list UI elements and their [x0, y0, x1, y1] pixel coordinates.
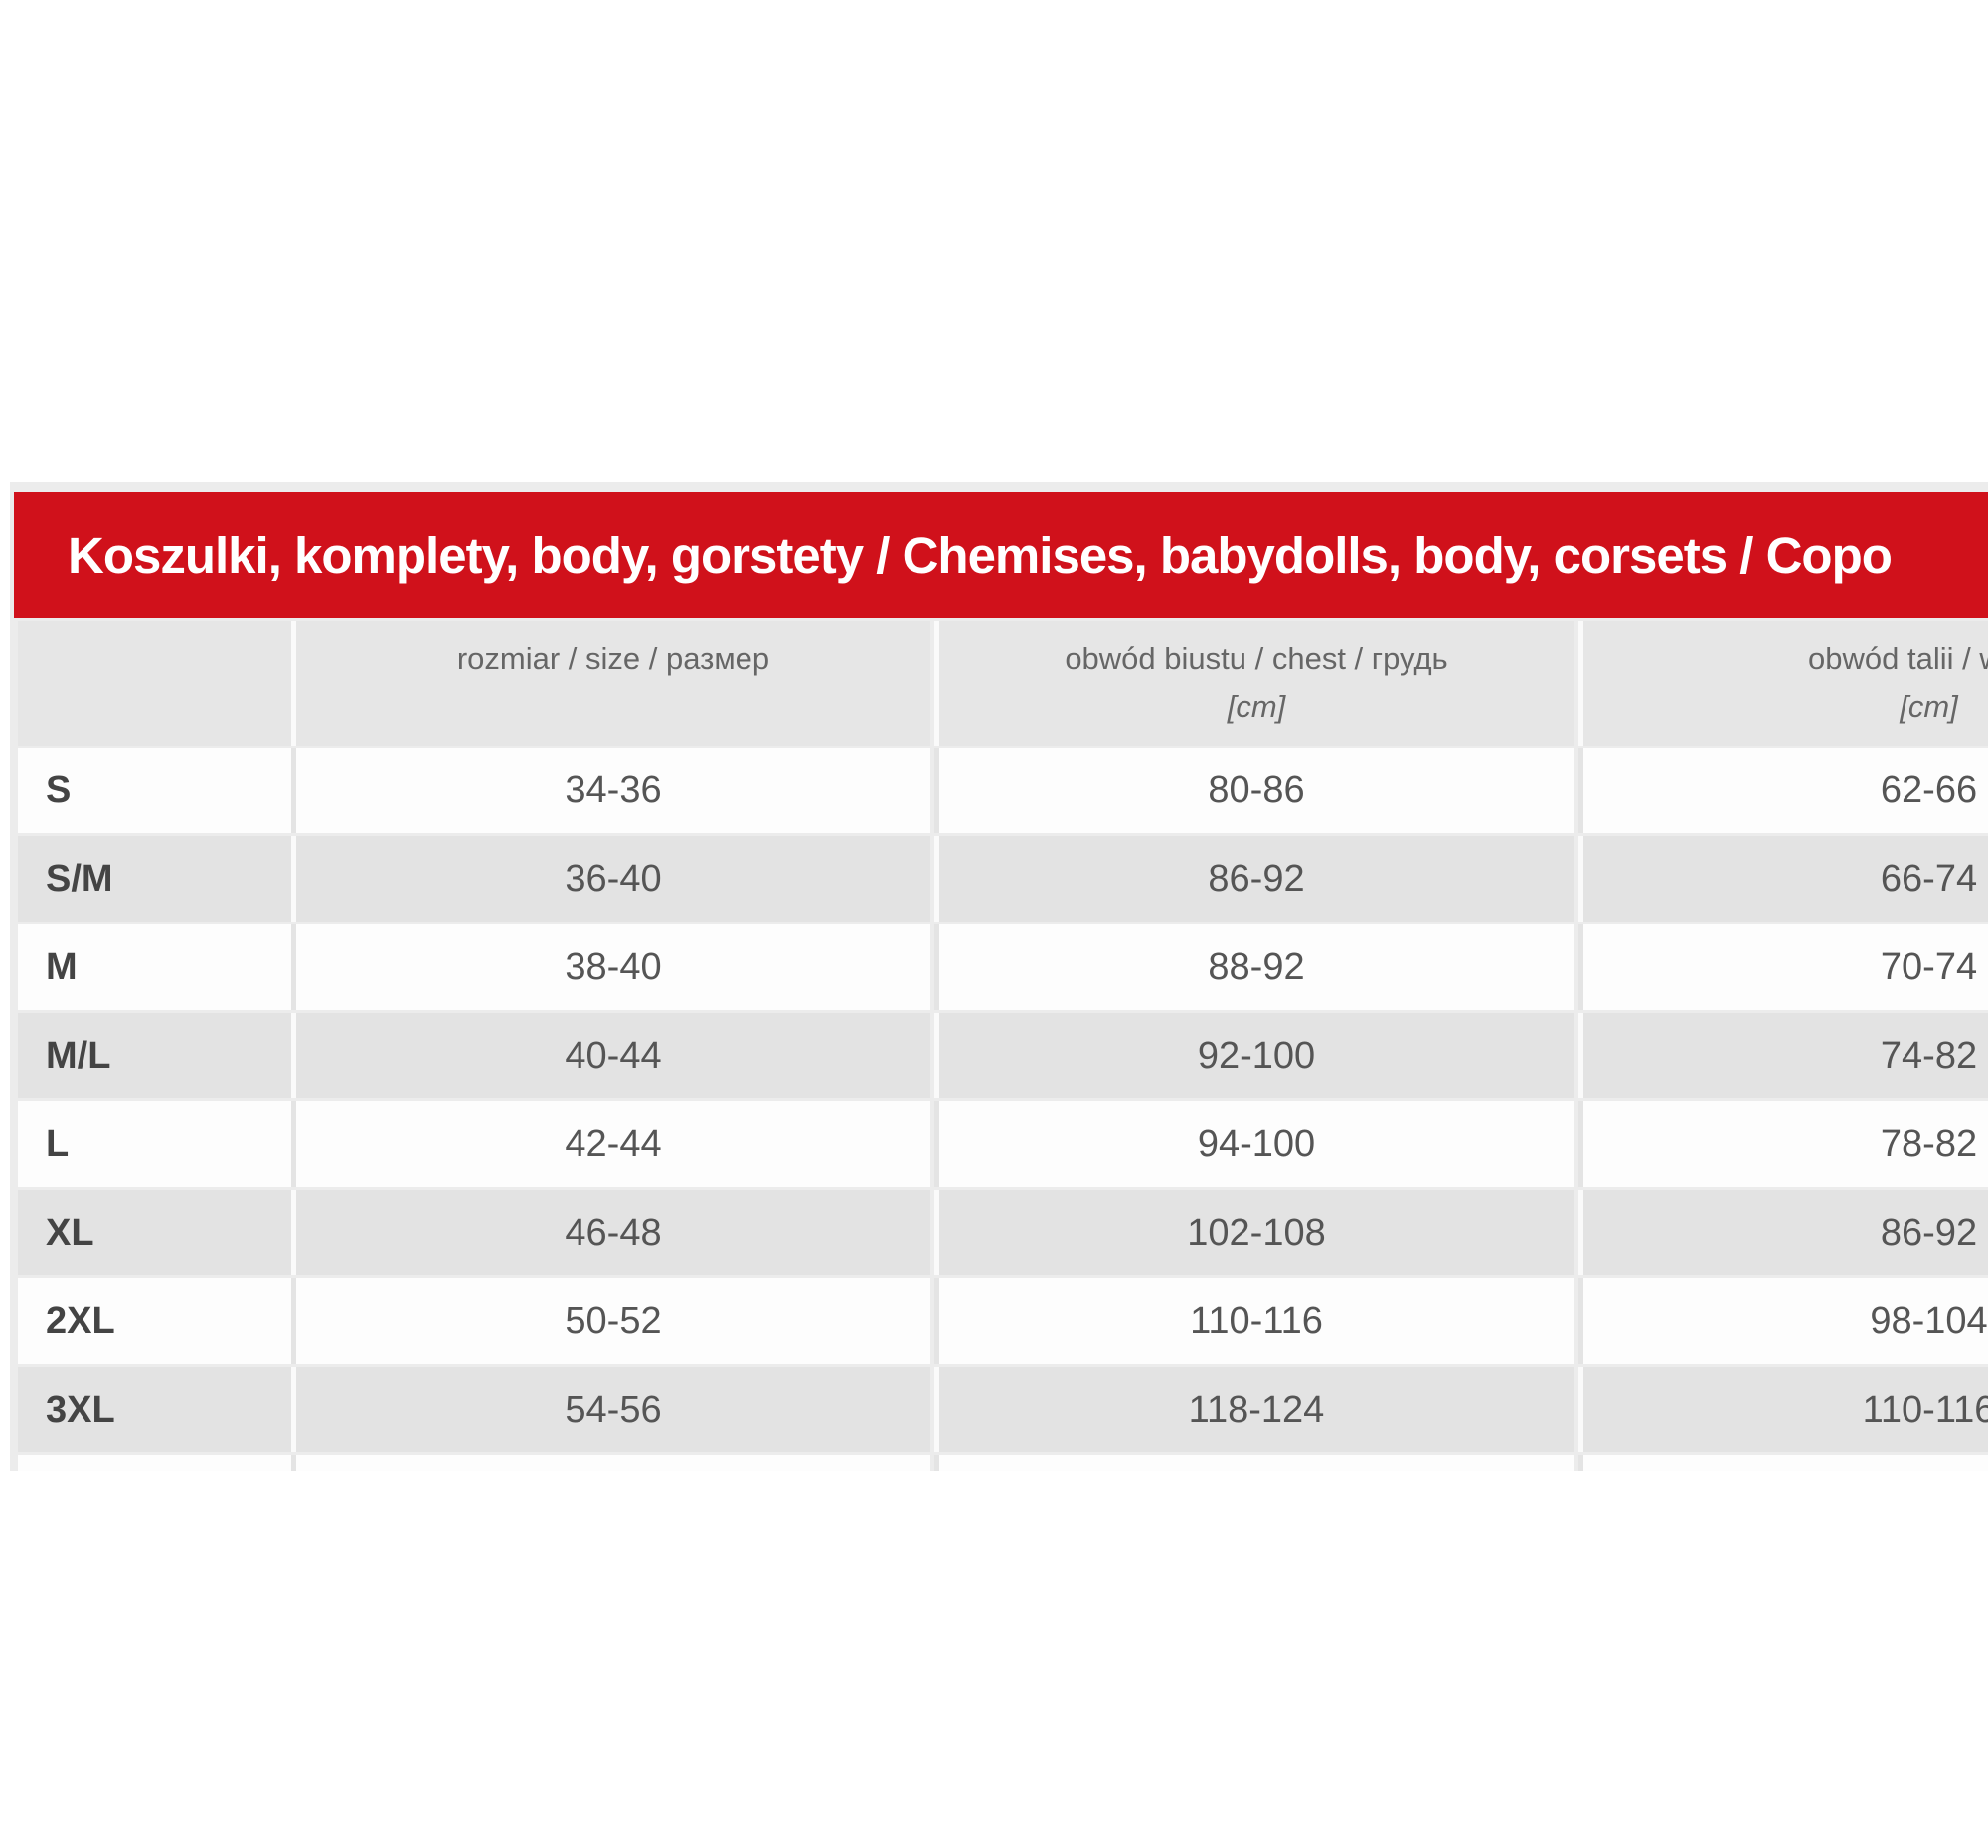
- header-cell: rozmiar / size / размер: [291, 621, 930, 746]
- column-label: rozmiar / size / размер: [456, 641, 770, 676]
- size-label: S: [18, 748, 291, 833]
- size-table: Koszulki, komplety, body, gorstety / Che…: [10, 482, 1988, 1471]
- size-label: XL: [18, 1190, 291, 1275]
- value-cell: 94-100: [934, 1101, 1574, 1187]
- header-cell: [18, 621, 291, 746]
- value-cell: 86-92: [934, 836, 1574, 922]
- value-cell: 70-74: [1578, 924, 1988, 1010]
- value-cell: 74-82: [1578, 1013, 1988, 1098]
- value-cell: 50-52: [291, 1278, 930, 1364]
- value-cell: 38-40: [291, 924, 930, 1010]
- size-label: 3XL: [18, 1367, 291, 1452]
- size-label: S/M: [18, 836, 291, 922]
- value-cell: 80-86: [934, 748, 1574, 833]
- size-label: M: [18, 924, 291, 1010]
- table-title: Koszulki, komplety, body, gorstety / Che…: [68, 527, 1893, 584]
- header-cell: obwód talii / waist [cm]: [1578, 621, 1988, 746]
- size-label: L: [18, 1101, 291, 1187]
- title-bar: Koszulki, komplety, body, gorstety / Che…: [14, 492, 1988, 618]
- column-unit: [cm]: [1900, 689, 1958, 724]
- value-cell: 98-104: [1578, 1278, 1988, 1364]
- value-cell: 62-66: [1578, 748, 1988, 833]
- value-cell: 42-44: [291, 1101, 930, 1187]
- size-label: 2XL: [18, 1278, 291, 1364]
- column-label: obwód talii / waist: [1808, 641, 1988, 676]
- value-cell: 66-74: [1578, 836, 1988, 922]
- value-cell: 92-100: [934, 1013, 1574, 1098]
- value-cell: 110-116: [1578, 1367, 1988, 1452]
- row-stub: [934, 1455, 1574, 1471]
- value-cell: 86-92: [1578, 1190, 1988, 1275]
- value-cell: 88-92: [934, 924, 1574, 1010]
- value-cell: 118-124: [934, 1367, 1574, 1452]
- value-cell: 36-40: [291, 836, 930, 922]
- value-cell: 78-82: [1578, 1101, 1988, 1187]
- row-stub: [1578, 1455, 1988, 1471]
- value-cell: 110-116: [934, 1278, 1574, 1364]
- value-cell: 46-48: [291, 1190, 930, 1275]
- row-stub: [18, 1455, 291, 1471]
- column-unit: [cm]: [1227, 689, 1286, 724]
- value-cell: 34-36: [291, 748, 930, 833]
- row-stub: [291, 1455, 930, 1471]
- value-cell: 40-44: [291, 1013, 930, 1098]
- value-cell: 54-56: [291, 1367, 930, 1452]
- header-cell: obwód biustu / chest / грудь [cm]: [934, 621, 1574, 746]
- size-label: M/L: [18, 1013, 291, 1098]
- column-label: obwód biustu / chest / грудь: [1065, 641, 1448, 676]
- value-cell: 102-108: [934, 1190, 1574, 1275]
